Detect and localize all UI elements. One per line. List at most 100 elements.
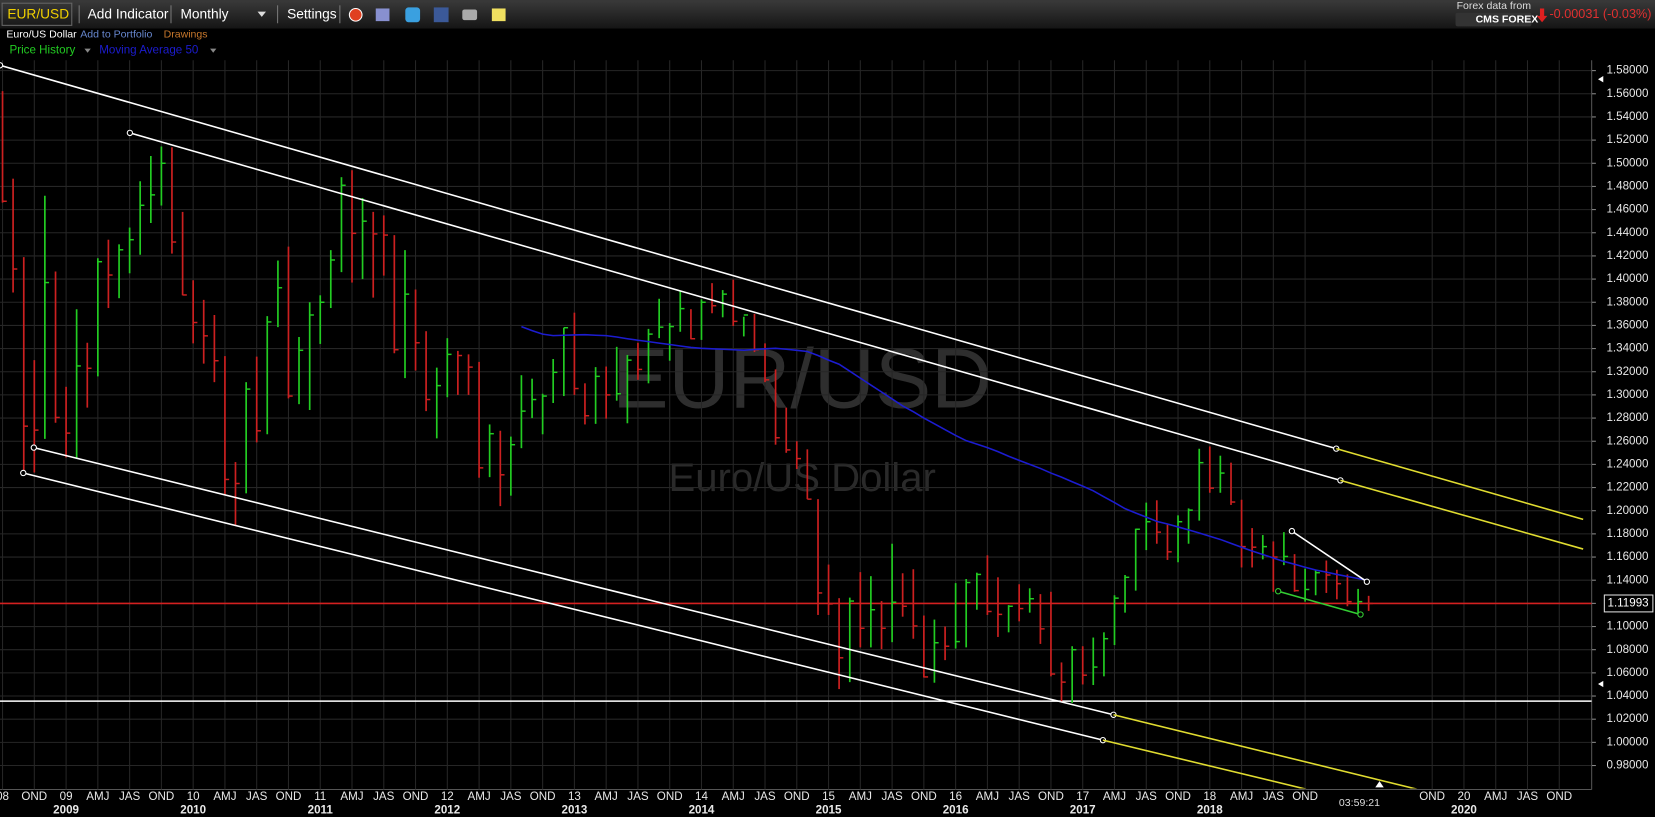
y-tick-label: 1.44000: [1606, 226, 1648, 239]
x-tick-label: 17: [1076, 790, 1089, 803]
interval-select[interactable]: Monthly: [180, 6, 228, 21]
x-tick-label: JAS: [1009, 790, 1031, 803]
x-tick-label: OND: [1546, 790, 1572, 803]
settings[interactable]: Settings: [287, 6, 337, 21]
x-year-label: 2014: [689, 804, 715, 817]
dropdown-arrow[interactable]: [257, 11, 266, 17]
facebook-icon[interactable]: [433, 7, 449, 23]
y-tick-label: 1.24000: [1606, 457, 1648, 470]
y-tick-label: 1.38000: [1606, 295, 1648, 308]
x-tick-label: OND: [1419, 790, 1445, 803]
x-tick-label: AMJ: [1103, 790, 1126, 803]
x-tick-label: 13: [568, 790, 581, 803]
y-tick-label: 1.32000: [1606, 365, 1648, 378]
x-tick-label: AMJ: [467, 790, 490, 803]
trend-handle: [20, 469, 27, 477]
camera-icon[interactable]: [462, 9, 478, 21]
axes: 0.98000 1.00000 1.02000 1.04000 1.06000 1.080…: [0, 64, 1654, 817]
y-tick-label: 1.30000: [1606, 388, 1648, 401]
last-price-box: [1603, 594, 1654, 613]
trend-line: [23, 472, 1104, 741]
down-arrow: [1536, 8, 1548, 23]
data-source: Forex data from: [1457, 0, 1532, 12]
trend-line: [1277, 590, 1361, 616]
x-year-label: 2013: [561, 804, 587, 817]
x-tick-label: 20: [1457, 790, 1470, 803]
add-indicator[interactable]: Add Indicator: [88, 6, 169, 21]
x-tick-label: JAS: [881, 790, 903, 803]
x-year-label: 2009: [53, 804, 79, 817]
x-tick-label: OND: [148, 790, 174, 803]
trend-line: [1113, 714, 1418, 789]
twitter-icon[interactable]: [405, 7, 421, 23]
axis-marker: [1598, 76, 1604, 83]
x-tick-label: 16: [949, 790, 962, 803]
x-tick-label: 14: [695, 790, 708, 803]
y-tick-label: 1.36000: [1606, 318, 1648, 331]
x-year-label: 2017: [1070, 804, 1096, 817]
alarm-icon[interactable]: [348, 7, 363, 22]
x-tick-label: JAS: [1517, 790, 1539, 803]
x-tick-label: JAS: [119, 790, 141, 803]
legend-price-history[interactable]: Price History: [9, 44, 75, 57]
watermark-subtitle: Euro/US Dollar: [668, 456, 935, 500]
y-tick-label: 1.54000: [1606, 110, 1648, 123]
y-tick-label: 1.18000: [1606, 527, 1648, 540]
x-tick-label: OND: [276, 790, 302, 803]
toolbar: [0, 0, 1655, 29]
y-tick-label: 1.50000: [1606, 156, 1648, 169]
trend-line: [33, 446, 1114, 716]
note-icon[interactable]: [491, 8, 506, 22]
time-marker: [1375, 781, 1384, 788]
provider-logo: [1455, 12, 1532, 27]
y-tick-label: 1.14000: [1606, 573, 1648, 586]
plot-area: [0, 62, 1592, 789]
x-year-label: 2012: [434, 804, 460, 817]
x-tick-label: AMJ: [849, 790, 872, 803]
trend-line: [0, 64, 1337, 450]
x-tick-label: 18: [1203, 790, 1216, 803]
instrument-name: Euro/US Dollar: [6, 29, 77, 41]
y-tick-label: 1.26000: [1606, 434, 1648, 447]
x-tick-label: AMJ: [595, 790, 618, 803]
x-tick-label: AMJ: [722, 790, 745, 803]
x-tick-label: JAS: [246, 790, 268, 803]
y-tick-label: 1.02000: [1606, 712, 1648, 725]
trend-line: [1340, 479, 1584, 550]
x-tick-label: JAS: [500, 790, 522, 803]
x-tick-label: AMJ: [1484, 790, 1507, 803]
drawings-link[interactable]: Drawings: [164, 29, 208, 41]
x-tick-label: JAS: [1263, 790, 1285, 803]
y-tick-label: 1.06000: [1606, 666, 1648, 679]
add-to-portfolio[interactable]: Add to Portfolio: [80, 29, 152, 41]
symbol[interactable]: EUR/USD: [7, 6, 69, 21]
legend-arrow[interactable]: [84, 48, 91, 53]
trend-handle: [30, 444, 37, 451]
y-tick-label: 1.40000: [1606, 272, 1648, 285]
symbol-box[interactable]: [1, 2, 73, 26]
x-tick-label: JAS: [754, 790, 776, 803]
trend-handle: [1357, 611, 1364, 618]
x-tick-label: OND: [1292, 790, 1318, 803]
y-tick-label: 1.10000: [1606, 620, 1648, 633]
legend-moving-average[interactable]: Moving Average 50: [99, 44, 198, 57]
trend-handle: [126, 129, 134, 137]
x-tick-label: 09: [60, 790, 73, 803]
y-tick-label: 1.00000: [1606, 735, 1648, 748]
y-tick-label: 1.52000: [1606, 133, 1648, 146]
y-tick-label: 1.04000: [1606, 689, 1648, 702]
trend-handle: [1288, 527, 1296, 535]
x-tick-label: AMJ: [1230, 790, 1253, 803]
layout-icon[interactable]: [375, 8, 390, 22]
trend-line: [1336, 447, 1584, 521]
y-tick-label: 0.98000: [1606, 759, 1648, 772]
trend-line: [1102, 739, 1307, 789]
y-tick-label: 1.48000: [1606, 179, 1648, 192]
legend-arrow[interactable]: [210, 48, 217, 53]
grid: [0, 60, 1592, 790]
x-tick-label: AMJ: [213, 790, 236, 803]
last-price-label: 1.11993: [1608, 597, 1649, 610]
trend-line: [129, 132, 1341, 482]
clock: 03:59:21: [1339, 797, 1380, 809]
